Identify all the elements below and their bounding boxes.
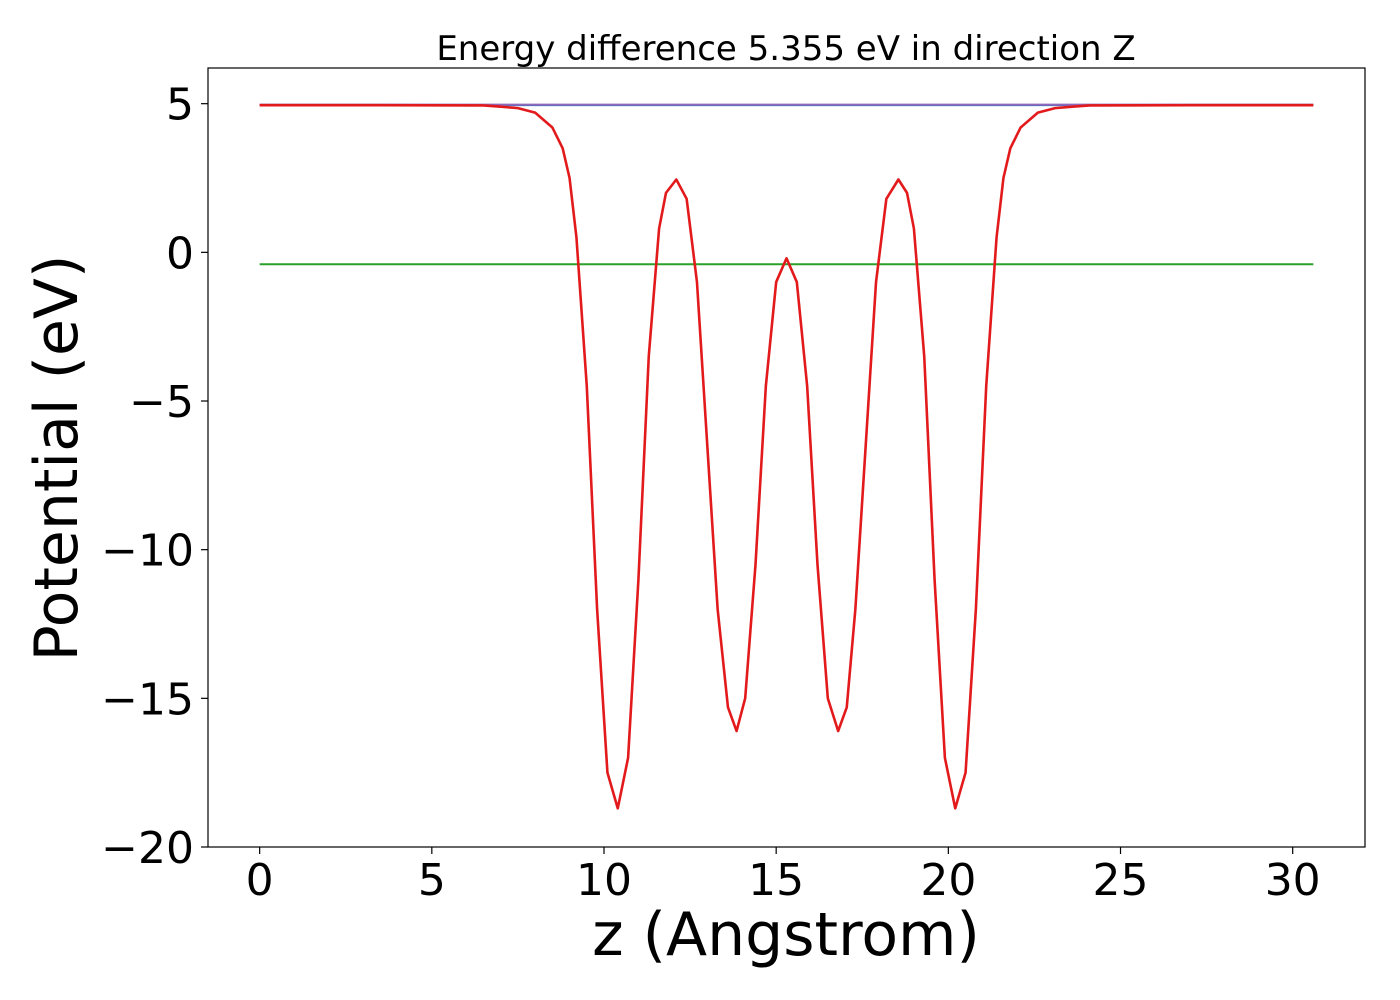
plot-area xyxy=(207,67,1366,848)
y-axis-ticks: 5 0 −5 −10 −15 −20 xyxy=(101,80,208,874)
y-tick-label: 5 xyxy=(166,80,194,131)
x-tick-label: 15 xyxy=(748,855,804,906)
x-tick-label: 10 xyxy=(576,855,632,906)
series-line-4 xyxy=(259,103,1314,810)
x-tick-label: 20 xyxy=(920,855,976,906)
y-tick-label: −5 xyxy=(129,377,194,428)
y-tick-label: 0 xyxy=(166,228,194,279)
y-axis-label: Potential (eV) xyxy=(22,255,92,662)
plot-background xyxy=(208,68,1365,847)
x-tick-label: 5 xyxy=(418,855,446,906)
plot-frame xyxy=(207,67,1366,848)
x-axis-ticks: 0 5 10 15 20 25 30 xyxy=(246,847,1321,906)
x-tick-label: 30 xyxy=(1265,855,1321,906)
chart-title: Energy difference 5.355 eV in direction … xyxy=(436,29,1135,69)
x-tick-label: 25 xyxy=(1093,855,1149,906)
x-tick-label: 0 xyxy=(246,855,274,906)
series-layer xyxy=(259,103,1314,810)
x-axis-label: z (Angstrom) xyxy=(592,900,980,970)
y-tick-label: −10 xyxy=(101,526,194,577)
y-tick-label: −15 xyxy=(101,674,194,725)
y-tick-label: −20 xyxy=(101,823,194,874)
